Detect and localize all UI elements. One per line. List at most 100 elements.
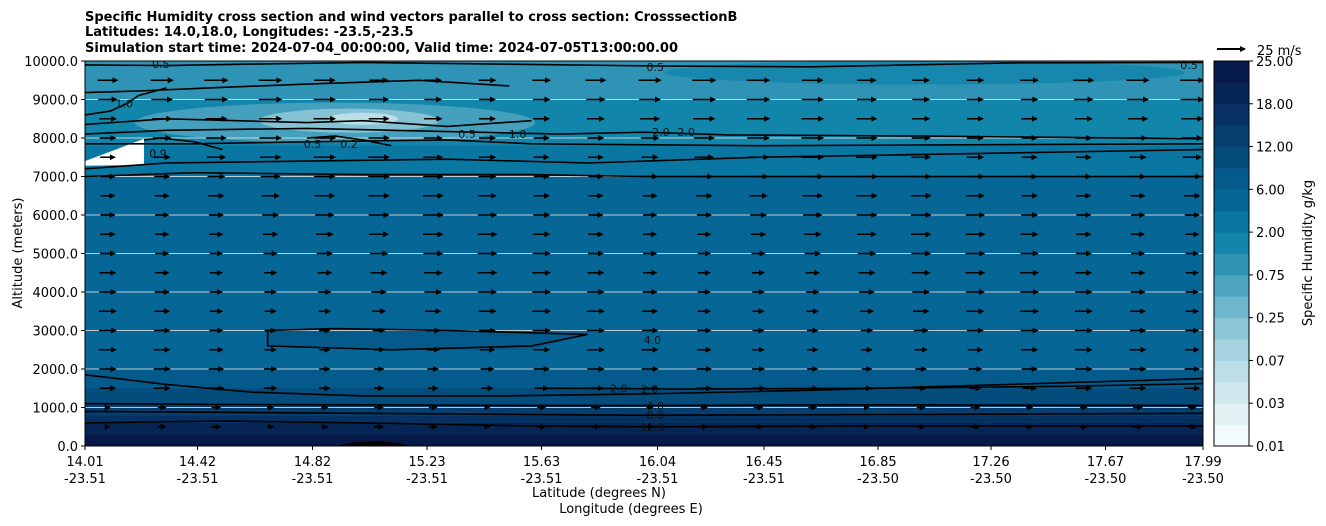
plot-area: 0.5 0.50.51.02.0 2.01.00.50.20.50.94.02.02… bbox=[85, 58, 1203, 446]
colorbar-swatch bbox=[1214, 317, 1249, 340]
y-tick-label: 7000.0 bbox=[33, 171, 79, 186]
colorbar-swatch bbox=[1214, 403, 1249, 426]
humidity-band bbox=[85, 388, 1203, 404]
colorbar-swatch bbox=[1214, 360, 1249, 383]
colorbar-swatch bbox=[1214, 167, 1249, 190]
colorbar-tick-label: 0.07 bbox=[1256, 354, 1285, 369]
x-tick-label-lat: 17.67 bbox=[1087, 455, 1124, 470]
colorbar-label: Specific Humidity g/kg bbox=[1301, 180, 1316, 326]
contour-line bbox=[85, 87, 167, 116]
terrain-shape bbox=[335, 441, 411, 446]
x-tick-label-lat: 16.45 bbox=[745, 455, 782, 470]
contour-line bbox=[85, 139, 1203, 147]
humidity-band bbox=[85, 422, 1203, 435]
contour-line bbox=[85, 171, 1203, 178]
contour-label: 0.5 bbox=[646, 61, 664, 74]
colorbar-swatch bbox=[1214, 253, 1249, 276]
colorbar-tick-label: 25.00 bbox=[1256, 55, 1293, 70]
contour-label: 1.0 bbox=[509, 128, 527, 141]
x-tick-label-lat: 14.42 bbox=[179, 455, 216, 470]
x-axis-label-latitude: Latitude (degrees N) bbox=[532, 486, 666, 501]
colorbar-swatch bbox=[1214, 424, 1249, 447]
colorbar-swatch bbox=[1214, 82, 1249, 105]
moist-tongue bbox=[267, 328, 588, 351]
y-axis-label: Altitude (meters) bbox=[11, 198, 26, 309]
colorbar-swatch bbox=[1214, 189, 1249, 212]
humidity-band bbox=[85, 403, 1203, 416]
x-tick-label-lon: -23.50 bbox=[970, 472, 1012, 487]
contour-label: 2.0 bbox=[641, 383, 659, 396]
colorbar-swatch bbox=[1214, 103, 1249, 126]
y-tick-label: 8000.0 bbox=[33, 132, 79, 147]
colorbar-swatch bbox=[1214, 125, 1249, 148]
contour-line bbox=[85, 410, 1203, 417]
colorbar-tick-label: 0.75 bbox=[1256, 269, 1285, 284]
colorbar-swatch bbox=[1214, 381, 1249, 404]
contour-label: 2.0 bbox=[610, 382, 628, 395]
y-tick-label: 5000.0 bbox=[33, 248, 79, 263]
colorbar-swatch bbox=[1214, 296, 1249, 319]
contour-label: 0.5 bbox=[304, 138, 322, 151]
y-tick-label: 6000.0 bbox=[33, 209, 79, 224]
x-tick-label-lat: 16.04 bbox=[639, 455, 676, 470]
dry-pocket bbox=[85, 138, 144, 166]
contour-line bbox=[143, 137, 223, 151]
contour-label: 0.9 bbox=[149, 147, 167, 160]
colorbar-tick-label: 0.03 bbox=[1256, 397, 1285, 412]
x-tick-label-lat: 14.82 bbox=[294, 455, 331, 470]
y-tick-label: 10000.0 bbox=[24, 55, 78, 70]
chart-title-line-2: Latitudes: 14.0,18.0, Longitudes: -23.5,… bbox=[85, 25, 414, 40]
contour-label: 0.5 bbox=[458, 128, 476, 141]
contour-label: 8.0 bbox=[646, 409, 664, 422]
y-tick-label: 2000.0 bbox=[33, 363, 79, 378]
contour-label: 0.5 bbox=[1180, 59, 1198, 72]
chart-title-line-1: Specific Humidity cross section and wind… bbox=[85, 10, 737, 25]
y-tick-label: 0.0 bbox=[57, 440, 78, 455]
contour-line bbox=[85, 79, 510, 94]
contour-line bbox=[85, 127, 1203, 140]
x-tick-label-lon: -23.51 bbox=[521, 472, 563, 487]
contour-line bbox=[85, 61, 1203, 68]
x-axis-label-longitude: Longitude (degrees E) bbox=[559, 502, 703, 517]
x-tick-label-lon: -23.50 bbox=[1085, 472, 1127, 487]
quiver-key-label: 25 m/s bbox=[1257, 44, 1302, 59]
contour-label: 1.0 bbox=[116, 97, 134, 110]
x-tick-label-lon: -23.51 bbox=[743, 472, 785, 487]
x-tick-label-lon: -23.51 bbox=[406, 472, 448, 487]
x-tick-label-lat: 15.23 bbox=[408, 455, 445, 470]
contour-line bbox=[266, 327, 588, 351]
contour-label: 0.2 bbox=[340, 138, 358, 151]
x-tick-label-lon: -23.51 bbox=[637, 472, 679, 487]
x-tick-label-lat: 14.01 bbox=[66, 455, 103, 470]
colorbar-swatch bbox=[1214, 61, 1249, 83]
colorbar-swatch bbox=[1214, 232, 1249, 254]
colorbar-tick-label: 0.01 bbox=[1256, 440, 1285, 455]
colorbar-swatch bbox=[1214, 146, 1249, 169]
x-tick-label-lon: -23.51 bbox=[177, 472, 219, 487]
colorbar-swatch bbox=[1214, 274, 1249, 297]
colorbar: 0.01 0.03 0.07 0.25 0.75 2.00 6.00 12.00 18.00 25… bbox=[1213, 55, 1293, 455]
x-tick-label-lon: -23.51 bbox=[292, 472, 334, 487]
x-tick-label-lat: 17.26 bbox=[972, 455, 1009, 470]
colorbar-tick-label: 12.00 bbox=[1256, 141, 1293, 156]
contour-label: 2.0 bbox=[677, 126, 695, 139]
x-tick-label-lat: 15.63 bbox=[523, 455, 560, 470]
colorbar-tick-label: 6.00 bbox=[1256, 183, 1285, 198]
y-tick-label: 9000.0 bbox=[33, 94, 79, 109]
contour-label: 0.5 bbox=[152, 58, 170, 71]
colorbar-swatch bbox=[1214, 210, 1249, 233]
x-tick-label-lon: -23.51 bbox=[64, 472, 106, 487]
y-tick-label: 3000.0 bbox=[33, 325, 79, 340]
contour-line bbox=[306, 135, 392, 147]
y-tick-label: 4000.0 bbox=[33, 286, 79, 301]
humidity-band bbox=[85, 415, 1203, 423]
humidity-band bbox=[85, 434, 1203, 446]
y-tick-label: 1000.0 bbox=[33, 402, 79, 417]
contour-line bbox=[85, 374, 1203, 397]
x-tick-label-lon: -23.50 bbox=[857, 472, 899, 487]
x-tick-label-lat: 16.85 bbox=[859, 455, 896, 470]
x-tick-label-lat: 17.99 bbox=[1184, 455, 1221, 470]
colorbar-tick-label: 0.25 bbox=[1256, 312, 1285, 327]
chart-title-line-3: Simulation start time: 2024-07-04_00:00:… bbox=[85, 41, 678, 56]
